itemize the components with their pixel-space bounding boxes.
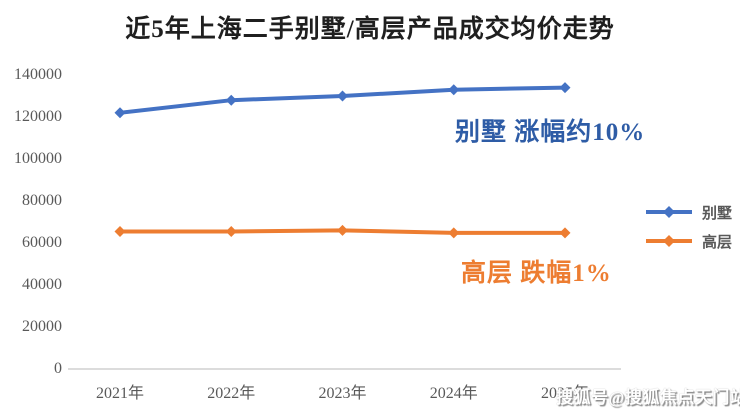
x-tick-label: 2024年 <box>429 385 478 402</box>
x-axis-line <box>68 368 621 370</box>
y-tick-label: 0 <box>54 360 62 377</box>
villa-line-marker-icon <box>645 205 693 219</box>
legend-label-highrise: 高层 <box>702 234 733 251</box>
y-tick-label: 120000 <box>14 108 62 125</box>
legend: 别墅 高层 <box>645 204 732 262</box>
highrise-annotation: 高层 跌幅1% <box>461 260 612 287</box>
villa-annotation: 别墅 涨幅约10% <box>455 119 646 146</box>
y-tick-label: 40000 <box>22 276 62 293</box>
x-tick-label: 2021年 <box>95 385 144 402</box>
chart-title: 近5年上海二手别墅/高层产品成交均价走势 <box>125 16 615 43</box>
x-tick-label: 2023年 <box>318 385 367 402</box>
x-tick-label: 2022年 <box>207 385 256 402</box>
y-tick-label: 80000 <box>22 192 62 209</box>
legend-row-highrise: 高层 <box>645 233 733 251</box>
watermark: 搜狐号@搜狐焦点天门站 <box>556 388 740 407</box>
y-tick-label: 140000 <box>14 66 62 83</box>
legend-row-villa: 别墅 <box>645 204 733 222</box>
legend-label-villa: 别墅 <box>702 205 733 222</box>
y-tick-label: 20000 <box>22 318 62 335</box>
y-tick-label: 100000 <box>14 150 62 167</box>
y-axis-ticks: 0 20000 40000 60000 80000 100000 120000 140000 <box>0 0 62 413</box>
x-tick-label: 2025年 <box>540 385 589 402</box>
y-tick-label: 60000 <box>22 234 62 251</box>
highrise-line-marker-icon <box>645 234 693 248</box>
